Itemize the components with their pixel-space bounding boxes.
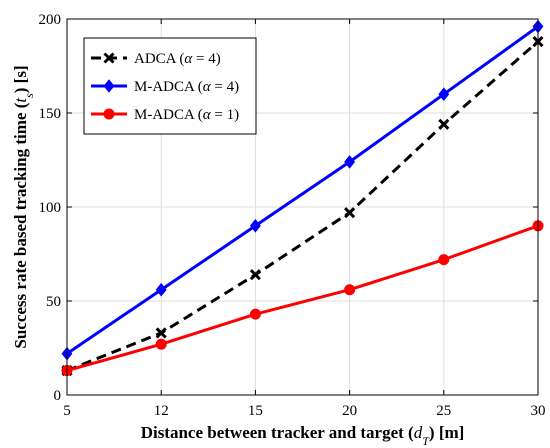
x-tick-label: 30 xyxy=(531,403,546,419)
x-tick-label: 25 xyxy=(436,403,451,419)
x-tick-label: 12 xyxy=(154,403,169,419)
y-tick-label: 100 xyxy=(39,200,62,216)
data-point-x xyxy=(155,327,167,339)
legend-label-2: M-ADCA (α = 1) xyxy=(134,107,239,123)
data-point-x xyxy=(249,269,261,281)
series-line-2 xyxy=(66,224,539,373)
x-tick-label: 20 xyxy=(342,403,357,419)
y-tick-label: 200 xyxy=(39,12,62,28)
y-tick-label: 0 xyxy=(54,388,62,404)
y-axis-title: Success rate based tracking time (ts) [s… xyxy=(11,65,36,348)
data-point-diamond xyxy=(344,155,356,169)
data-point-x xyxy=(103,52,115,64)
data-point-diamond xyxy=(155,282,167,297)
y-tick-label: 150 xyxy=(39,106,62,122)
series-line-0 xyxy=(66,40,539,372)
data-point-diamond xyxy=(249,218,261,233)
data-point-x xyxy=(344,207,356,219)
legend-label-1: M-ADCA (α = 4) xyxy=(134,79,239,95)
plot-frame xyxy=(66,18,539,396)
series-lines xyxy=(66,25,539,373)
x-tick-label: 15 xyxy=(248,403,263,419)
data-point-diamond xyxy=(438,87,450,102)
data-point-circle xyxy=(249,308,261,320)
data-point-circle xyxy=(344,284,356,296)
axis-titles: Distance between tracker and target (dT)… xyxy=(11,65,464,448)
data-point-circle xyxy=(103,108,115,120)
data-point-circle xyxy=(155,338,167,350)
y-tick-label: 50 xyxy=(46,294,61,310)
legend-label-0: ADCA (α = 4) xyxy=(134,51,221,67)
data-point-diamond xyxy=(103,79,115,93)
x-tick-label: 5 xyxy=(63,403,71,419)
data-point-circle xyxy=(438,254,450,266)
series-line-1 xyxy=(66,25,539,355)
x-axis-title: Distance between tracker and target (dT)… xyxy=(141,423,465,448)
data-point-x xyxy=(438,118,450,130)
legend: ADCA (α = 4) M-ADCA (α = 4) M-ADCA (α = 1) xyxy=(83,37,257,135)
